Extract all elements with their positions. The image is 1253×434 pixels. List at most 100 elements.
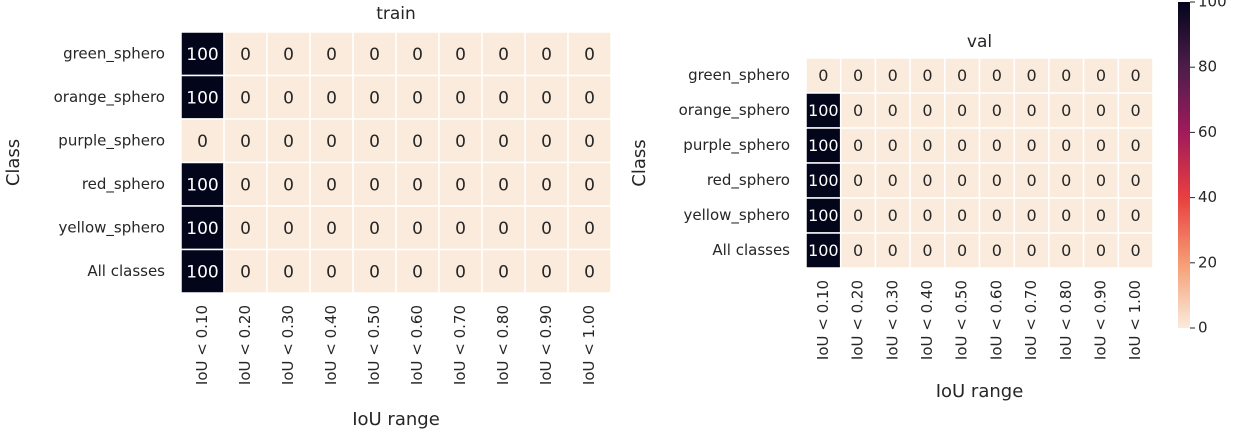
heatmap-cell bbox=[223, 118, 268, 164]
cell-label: 0 bbox=[888, 171, 898, 190]
cell-label: 0 bbox=[412, 132, 423, 152]
cell-label: 0 bbox=[957, 66, 967, 85]
heatmap-cell bbox=[839, 232, 877, 269]
x-tick-label: IoU < 0.60 bbox=[408, 305, 426, 385]
cell-label: 0 bbox=[992, 136, 1002, 155]
cell-label: 0 bbox=[412, 262, 423, 282]
y-tick-label: green_sphero bbox=[63, 44, 165, 63]
cell-label: 0 bbox=[283, 175, 294, 195]
x-tick-label: IoU < 0.30 bbox=[279, 305, 297, 385]
heatmap-cell bbox=[944, 127, 981, 164]
cell-label: 0 bbox=[498, 262, 509, 282]
heatmap-cell bbox=[1117, 57, 1154, 94]
cell-label: 0 bbox=[992, 171, 1002, 190]
cell-label: 100 bbox=[186, 88, 218, 108]
cell-label: 0 bbox=[498, 132, 509, 152]
cell-label: 0 bbox=[498, 175, 509, 195]
heatmap-cell bbox=[909, 57, 946, 94]
cell-label: 0 bbox=[853, 101, 863, 120]
cell-label: 0 bbox=[1131, 101, 1141, 120]
cell-label: 0 bbox=[957, 101, 967, 120]
cell-label: 0 bbox=[240, 219, 251, 239]
cell-label: 0 bbox=[584, 132, 595, 152]
heatmap-cell bbox=[1013, 162, 1050, 199]
cell-label: 0 bbox=[541, 219, 552, 239]
cell-label: 0 bbox=[455, 132, 466, 152]
cell-label: 0 bbox=[369, 45, 380, 65]
heatmap-cell bbox=[567, 31, 612, 77]
cell-label: 0 bbox=[541, 88, 552, 108]
cell-label: 0 bbox=[240, 262, 251, 282]
y-axis-label: Class bbox=[629, 139, 650, 186]
cell-label: 0 bbox=[412, 45, 423, 65]
heatmap-cell bbox=[180, 161, 225, 207]
cell-label: 0 bbox=[957, 241, 967, 260]
heatmap-cell bbox=[524, 205, 569, 251]
colorbar-tick-label: 0 bbox=[1198, 319, 1208, 337]
x-axis-label: IoU range bbox=[936, 381, 1024, 402]
heatmap-cell bbox=[395, 161, 440, 207]
heatmap-cell bbox=[395, 31, 440, 77]
cell-label: 0 bbox=[1026, 171, 1036, 190]
colorbar-tick-label: 60 bbox=[1198, 123, 1217, 141]
cell-label: 0 bbox=[455, 45, 466, 65]
heatmap-cell bbox=[180, 118, 225, 164]
heatmap-cell bbox=[395, 205, 440, 251]
heatmap-cell bbox=[874, 197, 911, 234]
cell-label: 0 bbox=[1096, 241, 1106, 260]
heatmap-cell bbox=[839, 197, 877, 234]
y-tick-label: All classes bbox=[87, 262, 165, 280]
cell-label: 0 bbox=[1061, 66, 1071, 85]
cell-label: 0 bbox=[584, 262, 595, 282]
y-axis-label: Class bbox=[3, 139, 24, 186]
heatmap-cell bbox=[481, 205, 526, 251]
heatmap-cell bbox=[839, 92, 877, 129]
y-tick-label: All classes bbox=[712, 241, 790, 259]
cell-label: 0 bbox=[1061, 136, 1071, 155]
cell-label: 0 bbox=[584, 45, 595, 65]
cell-label: 0 bbox=[1026, 101, 1036, 120]
chart-title: train bbox=[376, 4, 416, 24]
x-axis-label: IoU range bbox=[352, 409, 440, 430]
cell-label: 0 bbox=[283, 219, 294, 239]
cell-label: 0 bbox=[283, 132, 294, 152]
heatmap-cell bbox=[1082, 92, 1120, 129]
y-tick-label: purple_sphero bbox=[58, 131, 165, 150]
cell-label: 0 bbox=[1131, 241, 1141, 260]
cell-label: 0 bbox=[853, 66, 863, 85]
heatmap-cell bbox=[438, 248, 483, 294]
cell-label: 0 bbox=[1026, 136, 1036, 155]
heatmap-cell bbox=[805, 57, 842, 94]
cell-label: 0 bbox=[326, 88, 337, 108]
colorbar bbox=[1178, 2, 1190, 328]
cell-label: 0 bbox=[455, 175, 466, 195]
heatmap-cell bbox=[266, 248, 311, 294]
x-tick-label: IoU < 0.10 bbox=[814, 280, 832, 360]
cell-label: 0 bbox=[455, 219, 466, 239]
heatmap-cell bbox=[1048, 127, 1085, 164]
heatmap-cell bbox=[223, 205, 268, 251]
heatmap-cell bbox=[1082, 127, 1120, 164]
chart-title: val bbox=[967, 32, 992, 52]
cell-label: 0 bbox=[326, 175, 337, 195]
cell-label: 0 bbox=[455, 88, 466, 108]
cell-label: 0 bbox=[326, 45, 337, 65]
cell-label: 0 bbox=[1131, 136, 1141, 155]
cell-label: 0 bbox=[1131, 206, 1141, 225]
x-tick-label: IoU < 0.50 bbox=[365, 305, 383, 385]
x-tick-label: IoU < 1.00 bbox=[580, 305, 598, 385]
cell-label: 0 bbox=[240, 175, 251, 195]
cell-label: 0 bbox=[992, 241, 1002, 260]
y-tick-label: orange_sphero bbox=[54, 88, 165, 107]
cell-label: 0 bbox=[888, 101, 898, 120]
cell-label: 0 bbox=[1061, 101, 1071, 120]
x-tick-label: IoU < 0.50 bbox=[953, 280, 971, 360]
cell-label: 0 bbox=[240, 132, 251, 152]
cell-label: 0 bbox=[498, 45, 509, 65]
heatmap-cell bbox=[438, 118, 483, 164]
cell-label: 0 bbox=[818, 66, 828, 85]
heatmap-cell bbox=[438, 74, 483, 120]
cell-label: 0 bbox=[1096, 206, 1106, 225]
cell-label: 0 bbox=[498, 219, 509, 239]
